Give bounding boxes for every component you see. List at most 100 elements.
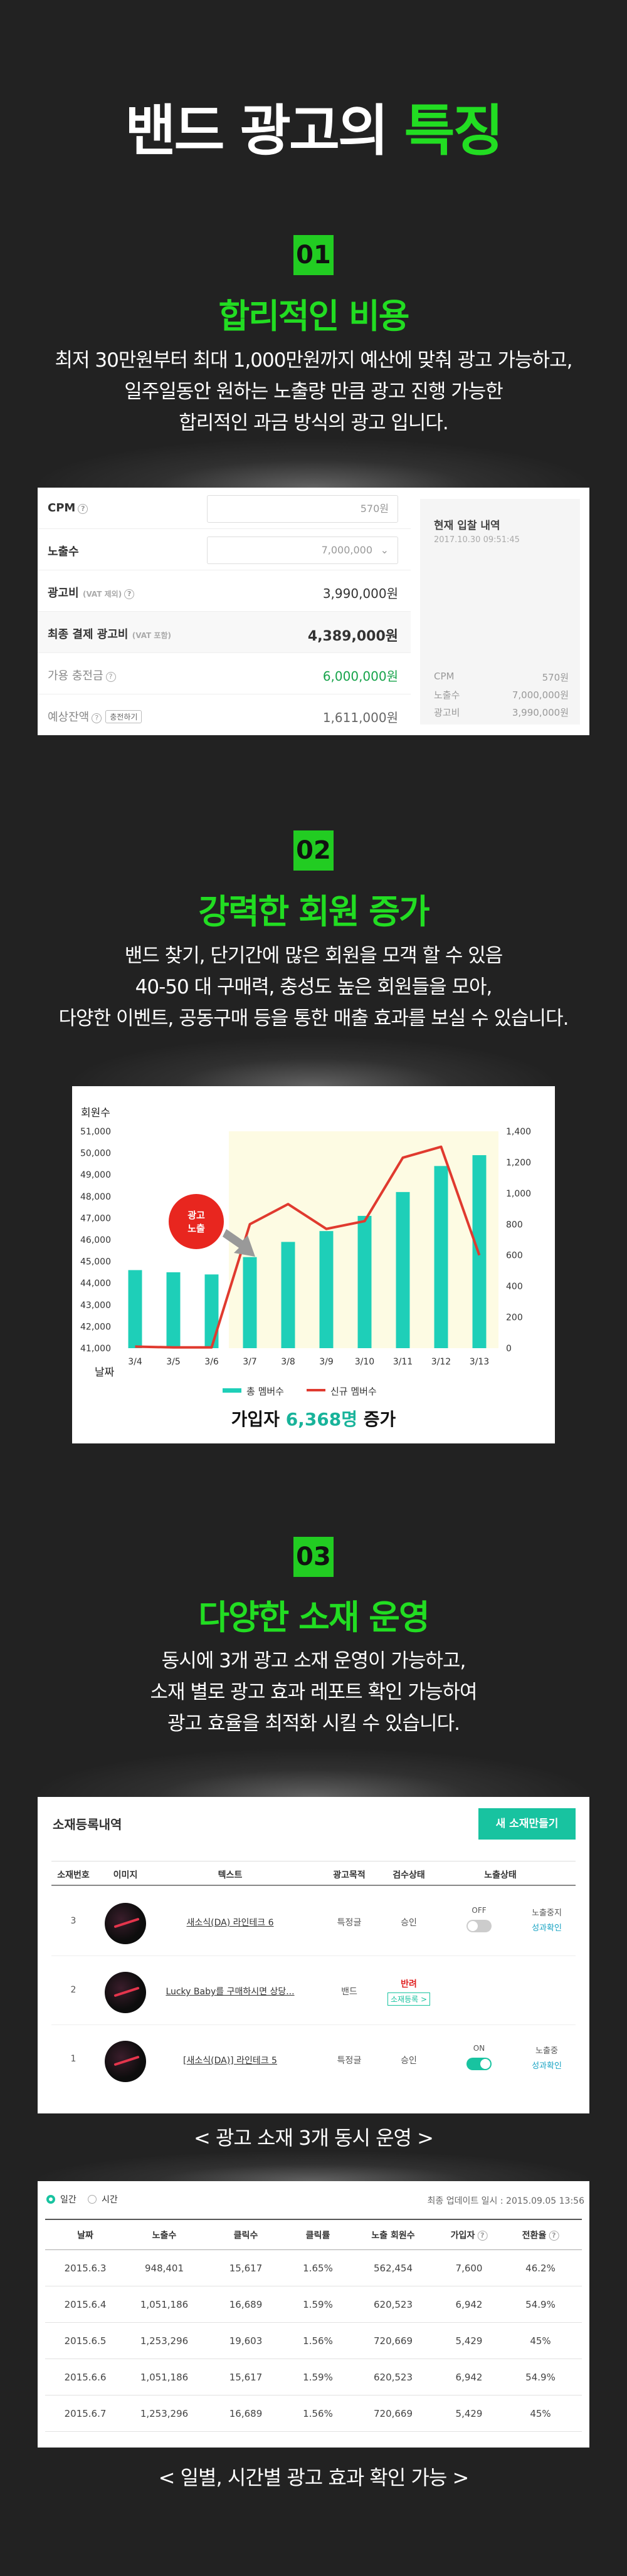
creative-thumbnail: [105, 1903, 146, 1944]
impressions-select[interactable]: 7,000,000 ⌄: [207, 537, 398, 564]
chart-x-axis-label: 날짜: [95, 1366, 115, 1379]
report-cell: 16,689: [229, 2298, 263, 2310]
chart-bar: [166, 1272, 181, 1348]
y-tick-label: 43,000: [80, 1301, 111, 1311]
description-line: 동시에 3개 광고 소재 운영이 가능하고,: [161, 1650, 466, 1672]
hourly-radio[interactable]: [88, 2195, 97, 2204]
y-tick-label: 45,000: [80, 1257, 111, 1267]
bid-line-label: CPM: [434, 671, 455, 682]
y2-tick-label: 1,400: [506, 1127, 531, 1137]
charge-button[interactable]: 충전하기: [105, 710, 142, 723]
report-cell: 54.9%: [525, 2298, 556, 2310]
creative-number: 2: [70, 1985, 76, 1995]
spotlight-glow: [38, 1749, 589, 1797]
report-cell: 45%: [530, 2407, 551, 2419]
help-icon[interactable]: ?: [124, 589, 135, 599]
column-header: 노출 회원수: [371, 2230, 415, 2241]
balance-value: 6,000,000원: [322, 669, 398, 684]
chart-line-new-members: [135, 1145, 481, 1349]
report-row: 2015.6.4 1,051,186 16,689 1.59% 620,523 6,942…: [45, 2286, 582, 2323]
column-header: 검수상태: [393, 1870, 425, 1880]
final-cost-sub: (VAT 포함): [132, 631, 171, 640]
final-cost-row: 최종 결제 광고비 (VAT 포함) 4,389,000원: [38, 612, 411, 653]
column-header: 날짜: [77, 2230, 93, 2241]
report-cell: 1,051,186: [140, 2371, 189, 2383]
report-cell: 15,617: [229, 2262, 263, 2274]
report-cell: 2015.6.3: [64, 2262, 107, 2274]
report-cell: 7,600: [455, 2262, 483, 2274]
member-increase-result: 가입자 6,368명 증가: [72, 1406, 555, 1431]
ad-cost-value: 3,990,000원: [322, 586, 398, 601]
creative-text-link[interactable]: 새소식(DA) 라인테크 6: [186, 1918, 274, 1928]
report-cell: 46.2%: [525, 2262, 556, 2274]
description-line: 밴드 찾기, 단기간에 많은 회원을 모객 할 수 있음: [124, 945, 503, 967]
exposure-toggle[interactable]: [466, 1920, 492, 1932]
member-chart-card: 회원수 41,000 42,000 43,000 44,000 45,000 46,000 4…: [72, 1086, 555, 1443]
bid-line-label: 광고비: [434, 707, 460, 718]
help-icon[interactable]: ?: [105, 672, 116, 682]
callout-arrow-icon: [223, 1229, 255, 1257]
column-header: 노출수: [152, 2230, 177, 2241]
exposure-status: 노출중지: [532, 1908, 562, 1918]
section-title: 다양한 소재 운영: [198, 1598, 429, 1637]
creative-number: 3: [70, 1916, 76, 1926]
report-cell: 1,051,186: [140, 2298, 189, 2310]
help-icon[interactable]: ?: [549, 2230, 559, 2241]
report-cell: 5,429: [455, 2407, 483, 2419]
creative-review-status: 승인: [401, 2056, 417, 2066]
x-tick-label: 3/7: [243, 1357, 257, 1367]
help-icon[interactable]: ?: [78, 504, 88, 514]
report-row: 2015.6.3 948,401 15,617 1.65% 562,454 7,600 46…: [45, 2250, 582, 2286]
daily-tab-label[interactable]: 일간: [60, 2195, 76, 2205]
creative-text-link[interactable]: Lucky Baby를 구매하시면 상당...: [166, 1987, 295, 1997]
help-icon[interactable]: ?: [92, 713, 102, 723]
column-header: 텍스트: [218, 1870, 243, 1880]
result-prefix: 가입자: [231, 1409, 286, 1430]
column-header: 이미지: [113, 1870, 138, 1880]
report-cell: 1.56%: [303, 2335, 333, 2347]
legend-swatch-line: [307, 1389, 325, 1391]
section-description: 밴드 찾기, 단기간에 많은 회원을 모객 할 수 있음 40-50 대 구매력…: [0, 940, 627, 1034]
creative-review-status: 반려: [401, 1979, 417, 1989]
creative-list-card: 소재등록내역 새 소재만들기 소재번호 이미지 텍스트 광고목적 검수상태 노출…: [38, 1797, 589, 2113]
expected-row: 예상잔액? 충전하기 1,611,000원: [38, 694, 411, 736]
legend-swatch-bar: [223, 1388, 241, 1393]
report-row: 2015.6.5 1,253,296 19,603 1.56% 720,669 5,429…: [45, 2323, 582, 2359]
register-creative-button[interactable]: 소재등록 >: [387, 1992, 431, 2006]
cpm-input[interactable]: 570원: [207, 495, 398, 523]
y-tick-label: 41,000: [80, 1344, 111, 1354]
page-title: 밴드 광고의 특징: [0, 86, 627, 166]
x-tick-label: 3/12: [431, 1357, 451, 1367]
x-tick-label: 3/6: [204, 1357, 219, 1367]
chevron-down-icon: ⌄: [380, 544, 389, 556]
ad-cost-row: 광고비 (VAT 제외)? 3,990,000원: [38, 570, 411, 612]
y-tick-label: 46,000: [80, 1235, 111, 1245]
creative-text-link[interactable]: [새소식(DA)] 라인테크 5: [183, 2056, 277, 2066]
y2-tick-label: 1,200: [506, 1158, 531, 1168]
report-cell: 1,253,296: [140, 2407, 189, 2419]
daily-radio[interactable]: [46, 2195, 55, 2204]
callout-text: 광고: [187, 1210, 205, 1221]
chart-bar: [243, 1257, 257, 1348]
impressions-label: 노출수: [48, 545, 79, 558]
report-cell: 620,523: [373, 2298, 413, 2310]
expected-label: 예상잔액: [48, 711, 90, 724]
performance-link[interactable]: 성과확인: [532, 2061, 562, 2071]
y2-tick-label: 1,000: [506, 1189, 531, 1199]
chart-bar: [396, 1191, 410, 1348]
report-cell: 2015.6.5: [64, 2335, 107, 2347]
toggle-label: OFF: [472, 1906, 487, 1915]
hourly-tab-label[interactable]: 시간: [102, 2195, 118, 2205]
chart-bar: [357, 1215, 372, 1348]
chart-bar: [434, 1166, 448, 1348]
report-cell: 54.9%: [525, 2371, 556, 2383]
creative-purpose: 특정글: [337, 2056, 362, 2066]
exposure-toggle[interactable]: [466, 2058, 492, 2070]
callout-text: 노출: [187, 1223, 205, 1234]
report-cell: 1.59%: [303, 2298, 333, 2310]
new-creative-button[interactable]: 새 소재만들기: [478, 1808, 576, 1840]
performance-link[interactable]: 성과확인: [532, 1924, 562, 1933]
daily-report-card: 일간 시간 최종 업데이트 일시 : 2015.09.05 13:56 날짜 노…: [38, 2181, 589, 2448]
help-icon[interactable]: ?: [477, 2230, 488, 2241]
ad-cost-label: 광고비: [48, 587, 79, 600]
